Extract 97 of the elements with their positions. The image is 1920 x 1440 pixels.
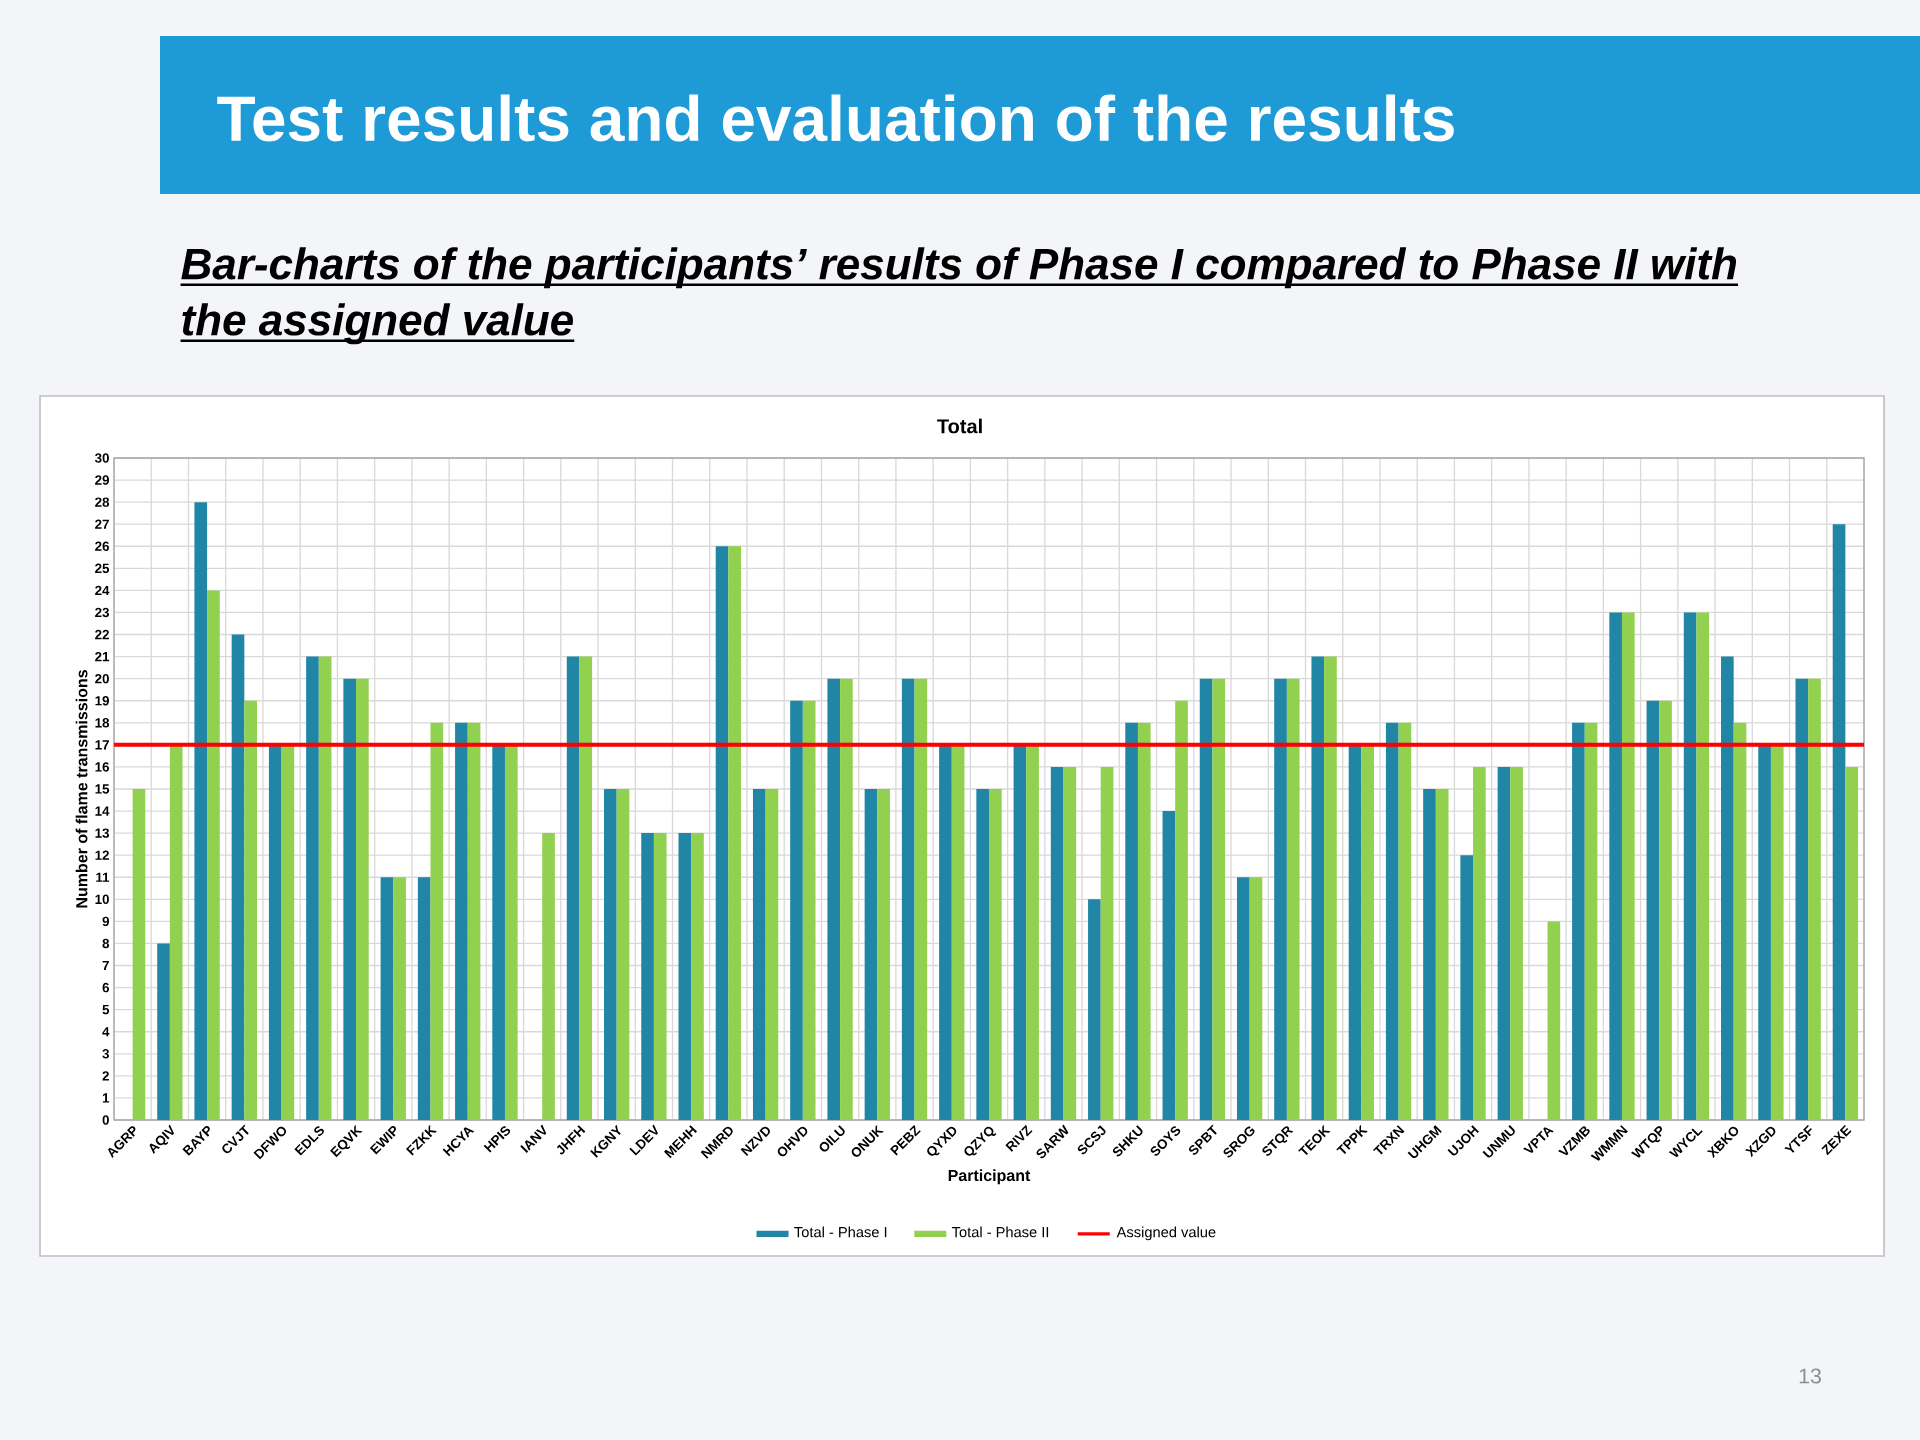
chart-subtitle: Bar-charts of the participants’ results of Phase I compared to Phase II with the assigned value bbox=[181, 247, 1737, 345]
bar bbox=[1286, 678, 1300, 1120]
bar bbox=[1758, 744, 1771, 1120]
bar bbox=[616, 788, 630, 1120]
bar bbox=[231, 634, 245, 1120]
bar bbox=[939, 744, 952, 1120]
bar bbox=[1348, 744, 1362, 1120]
bar bbox=[715, 546, 729, 1120]
bar bbox=[380, 877, 394, 1120]
y-axis-title: Number of flame transmissions bbox=[75, 670, 88, 908]
bar bbox=[157, 943, 170, 1120]
bar bbox=[194, 502, 208, 1120]
bar bbox=[1808, 678, 1821, 1120]
bar bbox=[691, 833, 704, 1120]
bar bbox=[1361, 744, 1374, 1120]
bar bbox=[765, 788, 779, 1120]
bar bbox=[1398, 722, 1412, 1120]
bar bbox=[1324, 656, 1337, 1120]
bar bbox=[1063, 766, 1077, 1120]
bar bbox=[1385, 722, 1399, 1120]
bar bbox=[132, 788, 146, 1120]
bar bbox=[1510, 766, 1523, 1120]
bar bbox=[864, 788, 878, 1120]
bar bbox=[976, 788, 990, 1120]
bar bbox=[343, 678, 357, 1120]
bar bbox=[1497, 766, 1511, 1120]
bar bbox=[1460, 855, 1474, 1120]
bar bbox=[169, 744, 183, 1120]
bar bbox=[467, 722, 481, 1120]
bar bbox=[393, 877, 406, 1120]
bar bbox=[1249, 877, 1263, 1120]
bar bbox=[1175, 700, 1188, 1120]
bar bbox=[951, 744, 965, 1120]
bar bbox=[1026, 744, 1039, 1120]
bar bbox=[542, 833, 555, 1120]
bar bbox=[1770, 744, 1784, 1120]
bar bbox=[356, 678, 369, 1120]
bar bbox=[1050, 766, 1064, 1120]
bar bbox=[504, 744, 518, 1120]
bar bbox=[1435, 788, 1449, 1120]
bar bbox=[728, 546, 742, 1120]
bar bbox=[207, 590, 220, 1120]
bar bbox=[1199, 678, 1213, 1120]
bar bbox=[1832, 524, 1846, 1120]
bar bbox=[1845, 766, 1859, 1120]
bar bbox=[1236, 877, 1250, 1120]
bar bbox=[579, 656, 593, 1120]
bar bbox=[827, 678, 841, 1120]
bar bbox=[1162, 811, 1176, 1120]
bar bbox=[802, 700, 816, 1120]
bar bbox=[790, 700, 803, 1120]
bar bbox=[840, 678, 853, 1120]
bar bbox=[1137, 722, 1151, 1120]
bar bbox=[604, 788, 617, 1120]
bar bbox=[1274, 678, 1287, 1120]
bar bbox=[752, 788, 766, 1120]
bar bbox=[430, 722, 444, 1120]
bar bbox=[281, 744, 295, 1120]
bar bbox=[989, 788, 1002, 1120]
bar bbox=[678, 833, 692, 1120]
bar bbox=[1621, 612, 1635, 1120]
bar bbox=[417, 877, 431, 1120]
bar bbox=[566, 656, 580, 1120]
bar bbox=[877, 788, 890, 1120]
bar bbox=[1646, 700, 1660, 1120]
bar bbox=[1311, 656, 1325, 1120]
bar bbox=[1100, 766, 1114, 1120]
bar bbox=[1795, 678, 1809, 1120]
chart-title: Test results and evaluation of the results bbox=[217, 94, 1454, 142]
bar bbox=[1013, 744, 1027, 1120]
bar bbox=[653, 833, 667, 1120]
bar bbox=[1584, 722, 1598, 1120]
bar bbox=[244, 700, 257, 1120]
bar bbox=[318, 656, 332, 1120]
bar bbox=[1547, 921, 1561, 1120]
text: 13 bbox=[1799, 1368, 1821, 1384]
bar bbox=[1423, 788, 1436, 1120]
x-axis-title: Participant bbox=[948, 1169, 1031, 1185]
bar bbox=[641, 833, 654, 1120]
bar bbox=[492, 744, 505, 1120]
bar bbox=[268, 744, 282, 1120]
bar bbox=[1683, 612, 1697, 1120]
bar bbox=[1659, 700, 1672, 1120]
bar bbox=[1473, 766, 1486, 1120]
bar bbox=[1609, 612, 1622, 1120]
bar bbox=[1212, 678, 1226, 1120]
bar bbox=[1088, 899, 1101, 1120]
bar bbox=[1733, 722, 1747, 1120]
bar bbox=[306, 656, 319, 1120]
text: Total bbox=[937, 418, 982, 434]
bar bbox=[1125, 722, 1138, 1120]
bar bbox=[914, 678, 928, 1120]
bar bbox=[455, 722, 468, 1120]
bar bbox=[1696, 612, 1710, 1120]
bar bbox=[901, 678, 915, 1120]
bar bbox=[1572, 722, 1585, 1120]
bar bbox=[1721, 656, 1734, 1120]
